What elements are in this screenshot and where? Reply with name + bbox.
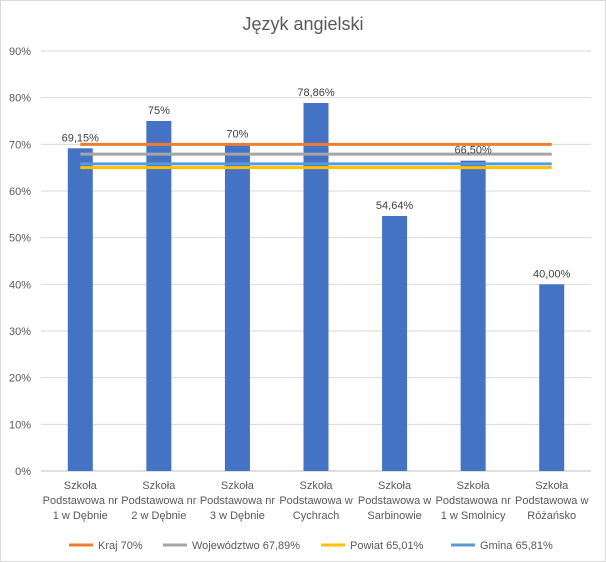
category-label: Podstawowa w [358,495,431,507]
category-label: 2 w Dębnie [131,510,186,522]
category-label: 1 w Smolnicy [441,510,506,522]
x-axis-category-labels: Szkoła Podstawowa nr 1 w Dębnie Szkoła Podst… [43,480,589,522]
legend-label: Powiat 65,01% [350,540,424,552]
category-label: 3 w Dębnie [210,510,265,522]
y-tick-label: 70% [9,139,31,151]
category-label: Podstawowa nr [121,495,197,507]
category-label: Podstawowa nr [200,495,276,507]
category-label: Podstawowa w [279,495,352,507]
chart-title: Język angielski [242,14,363,34]
category-label: Szkoła [457,480,491,492]
category-label: Cychrach [293,510,339,522]
category-label: Podstawowa w [515,495,588,507]
bar [146,121,172,471]
data-label: 69,15% [62,132,100,144]
bars [67,102,565,472]
category-label: Szkoła [221,480,255,492]
y-tick-label: 20% [9,373,31,385]
data-label: 54,64% [376,200,414,212]
data-label: 70% [226,128,248,140]
y-tick-label: 80% [9,93,31,105]
data-labels: 69,15% 75% 70% 78,86% 54,64% 66,50% 40,00% [62,87,571,280]
category-label: Szkoła [378,480,412,492]
bar [460,160,486,471]
y-tick-label: 30% [9,326,31,338]
category-label: Podstawowa nr [436,495,512,507]
reference-lines [80,142,552,170]
category-label: Różańsko [527,510,576,522]
y-tick-label: 40% [9,279,31,291]
data-label: 66,50% [454,145,492,157]
category-label: Szkoła [299,480,333,492]
y-tick-label: 10% [9,419,31,431]
category-label: Podstawowa nr [43,495,119,507]
legend-label: Kraj 70% [98,540,143,552]
category-label: Szkoła [535,480,569,492]
bar [382,216,408,471]
y-tick-label: 90% [9,46,31,58]
y-axis-tick-labels: 0% 10% 20% 30% 40% 50% 60% 70% 80% 90% [9,46,31,478]
data-label: 40,00% [533,268,571,280]
data-label: 75% [148,105,170,117]
bar [67,148,93,472]
category-label: Sarbinowie [367,510,421,522]
category-label: Szkoła [142,480,176,492]
y-tick-label: 60% [9,186,31,198]
legend: Kraj 70% Województwo 67,89% Powiat 65,01% G… [69,540,553,552]
data-label: 78,86% [297,87,335,99]
y-tick-label: 0% [15,466,31,478]
category-label: Szkoła [64,480,98,492]
bar [303,102,329,471]
bar [224,144,250,472]
bar [539,284,565,471]
y-tick-label: 50% [9,233,31,245]
category-label: 1 w Dębnie [53,510,108,522]
legend-label: Województwo 67,89% [192,540,300,552]
legend-label: Gmina 65,81% [480,540,553,552]
